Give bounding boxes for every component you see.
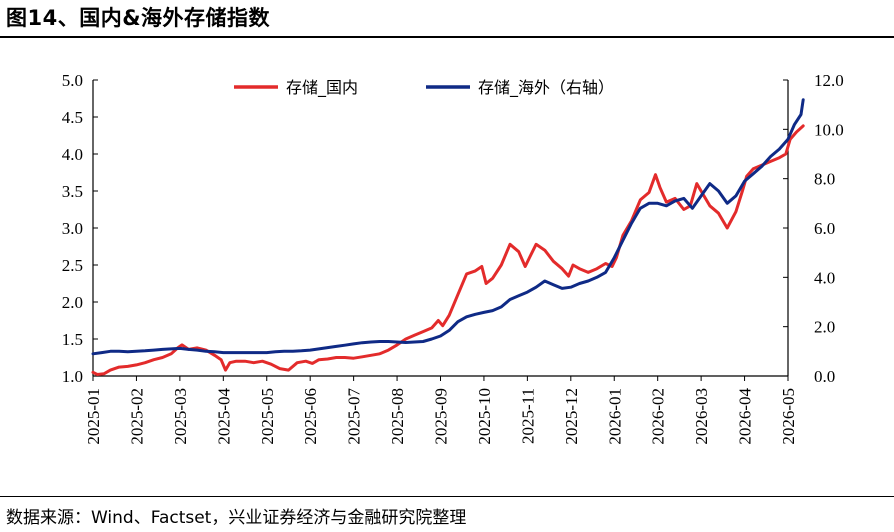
x-tick-label: 2026-01: [605, 388, 624, 445]
left-tick-label: 1.0: [62, 367, 83, 386]
left-tick-label: 4.5: [62, 108, 83, 127]
figure-title: 图14、国内&海外存储指数: [6, 6, 271, 30]
x-tick-label: 2026-02: [649, 388, 668, 445]
right-tick-label: 0.0: [814, 367, 835, 386]
right-tick-label: 10.0: [814, 120, 844, 139]
series-line-overseas: [91, 98, 805, 356]
x-tick-label: 2025-02: [127, 388, 146, 445]
x-tick-label: 2026-03: [692, 388, 711, 445]
x-tick-label: 2025-05: [258, 388, 277, 445]
x-tick-label: 2025-06: [301, 388, 320, 445]
left-tick-label: 2.5: [62, 256, 83, 275]
left-tick-label: 2.0: [62, 293, 83, 312]
left-tick-label: 4.0: [62, 145, 83, 164]
right-tick-label: 4.0: [814, 268, 835, 287]
left-tick-label: 3.5: [62, 182, 83, 201]
chart-axes: 1.0 1.5 2.0 2.5 3.0 3.5 4.0 4.5 5.0 0.0 2.0 4.0 6.0 8…: [62, 71, 844, 445]
x-tick-label: 2026-05: [779, 388, 798, 445]
x-tick-label: 2025-03: [171, 388, 190, 445]
bottom-rule: [0, 496, 894, 497]
right-tick-label: 8.0: [814, 170, 835, 189]
series-line-domestic: [91, 124, 805, 376]
x-tick-label: 2025-08: [388, 388, 407, 445]
legend-overseas-label: 存储_海外（右轴）: [478, 78, 614, 98]
x-tick-label: 2026-04: [736, 388, 755, 445]
x-tick-label: 2025-07: [345, 388, 364, 445]
left-tick-label: 1.5: [62, 330, 83, 349]
x-tick-label: 2025-12: [562, 388, 581, 445]
x-tick-label: 2025-09: [432, 388, 451, 445]
left-tick-label: 3.0: [62, 219, 83, 238]
series-layer: [91, 98, 805, 376]
x-tick-label: 2025-10: [475, 388, 494, 445]
top-rule: [0, 36, 894, 38]
x-tick-label: 2025-01: [84, 388, 103, 445]
chart-legend: 存储_国内 存储_海外（右轴）: [234, 78, 614, 98]
x-tick-label: 2025-04: [214, 388, 233, 445]
source-note: 数据来源：Wind、Factset，兴业证券经济与金融研究院整理: [6, 508, 467, 528]
right-tick-label: 2.0: [814, 318, 835, 337]
x-tick-label: 2025-11: [518, 388, 537, 444]
left-tick-label: 5.0: [62, 71, 83, 90]
legend-domestic-label: 存储_国内: [286, 78, 358, 98]
right-tick-label: 6.0: [814, 219, 835, 238]
right-tick-label: 12.0: [814, 71, 844, 90]
